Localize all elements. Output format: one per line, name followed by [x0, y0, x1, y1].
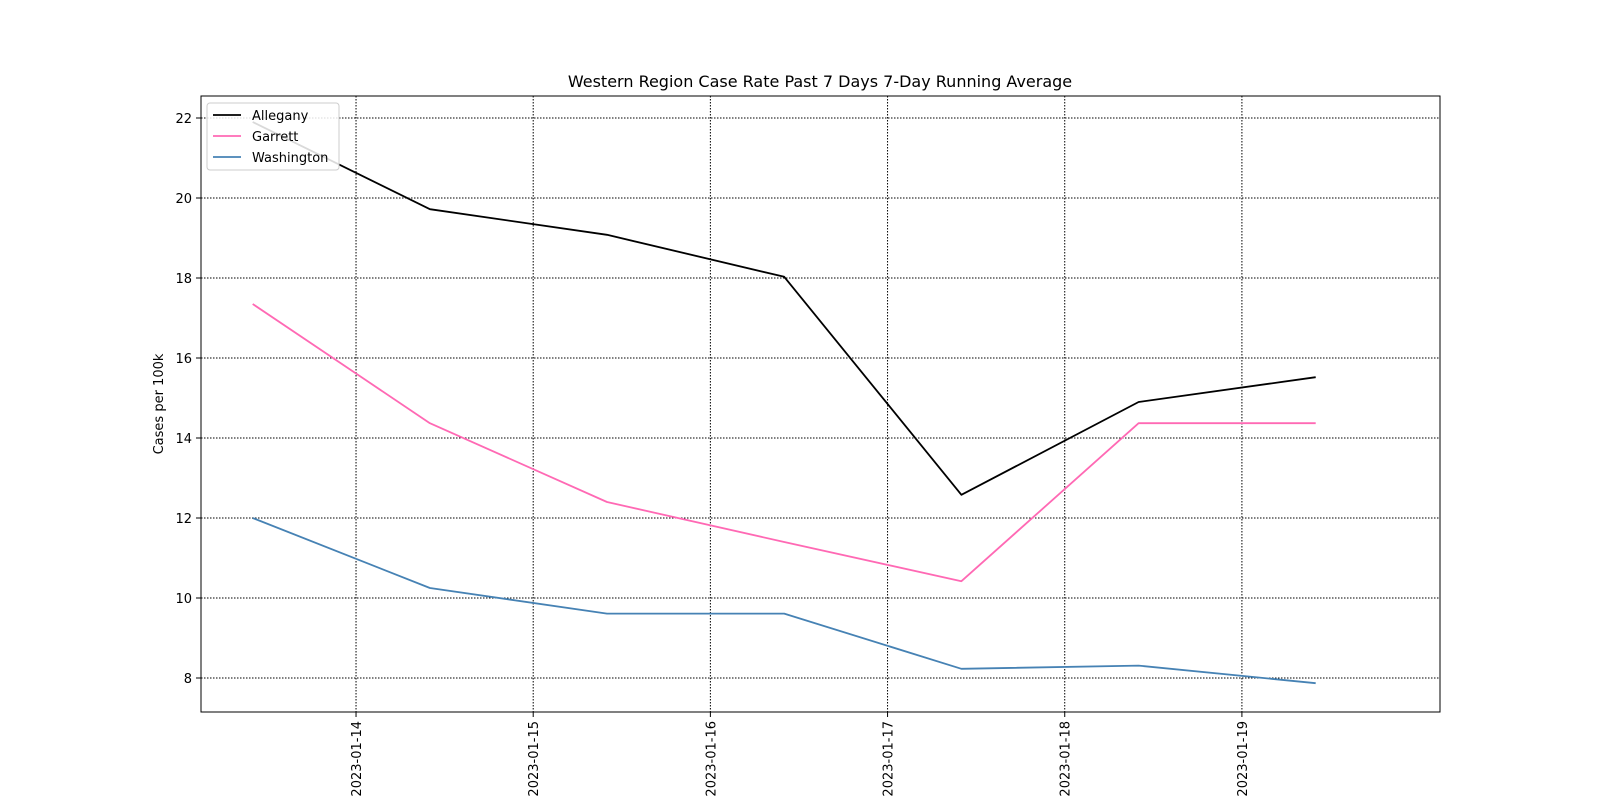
- y-tick-label: 10: [175, 592, 192, 607]
- y-tick-label: 22: [175, 112, 192, 127]
- y-tick-label: 14: [175, 432, 192, 447]
- y-tick-label: 12: [175, 512, 192, 527]
- series-line-allegany: [252, 121, 1316, 496]
- series-lines: [252, 121, 1316, 685]
- y-axis: 8 10 12 14 16 18 20 22: [175, 112, 201, 687]
- x-axis: 2023-01-14 2023-01-15 2023-01-16 2023-01-17…: [350, 712, 1251, 797]
- legend-frame: [206, 102, 340, 171]
- series-line-washington: [252, 517, 1316, 685]
- legend: Allegany Garrett Washington: [206, 102, 340, 171]
- series-line-garrett: [252, 303, 1316, 583]
- y-axis-label: Cases per 100k: [152, 353, 167, 454]
- x-tick-label: 2023-01-14: [350, 721, 365, 797]
- x-tick-label: 2023-01-19: [1236, 721, 1251, 797]
- plot-area-frame: [200, 95, 1441, 713]
- legend-label: Garrett: [252, 130, 298, 145]
- y-tick-label: 18: [175, 272, 192, 287]
- x-tick-label: 2023-01-17: [882, 721, 897, 797]
- legend-label: Washington: [252, 151, 328, 166]
- grid: [201, 96, 1440, 712]
- x-tick-label: 2023-01-15: [527, 721, 542, 797]
- y-tick-label: 8: [184, 672, 192, 687]
- x-tick-label: 2023-01-18: [1059, 721, 1074, 797]
- x-tick-label: 2023-01-16: [704, 721, 719, 797]
- chart-title: Western Region Case Rate Past 7 Days 7-D…: [568, 72, 1072, 91]
- y-tick-label: 16: [175, 352, 192, 367]
- legend-label: Allegany: [252, 109, 309, 124]
- y-tick-label: 20: [175, 192, 192, 207]
